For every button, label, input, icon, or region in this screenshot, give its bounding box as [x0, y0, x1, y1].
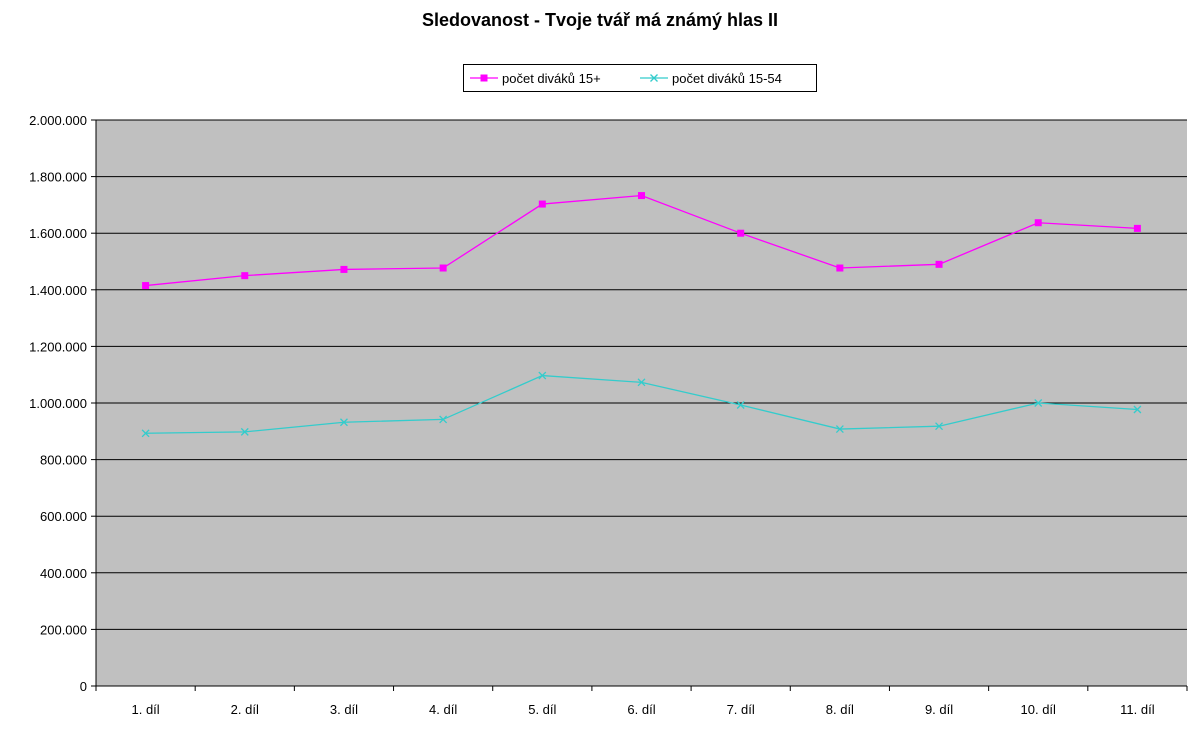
y-tick-label: 1.200.000 — [29, 339, 87, 354]
x-tick-label: 1. díl — [131, 702, 159, 717]
y-tick-label: 800.000 — [40, 453, 87, 468]
chart-title: Sledovanost - Tvoje tvář má známý hlas I… — [421, 10, 779, 30]
legend: počet diváků 15+ počet diváků 15-54 — [463, 64, 817, 92]
y-tick-label: 1.800.000 — [29, 170, 87, 185]
y-tick-label: 600.000 — [40, 509, 87, 524]
data-point-series-2 — [835, 425, 844, 433]
data-point-series-2 — [736, 401, 745, 409]
data-point-series-1 — [935, 260, 943, 268]
data-point-series-2 — [339, 418, 348, 427]
data-point-series-1 — [1133, 224, 1141, 232]
legend-item-2: počet diváků 15-54 — [640, 71, 782, 86]
y-tick-label: 1.600.000 — [29, 226, 87, 241]
data-point-series-2 — [439, 415, 448, 424]
y-tick-labels: 0 200.000 400.000 600.000 800.000 1.000.000 1.… — [29, 113, 87, 694]
x-tick-label: 7. díl — [727, 702, 755, 717]
legend-marker — [650, 74, 658, 82]
legend-label: počet diváků 15-54 — [672, 71, 782, 86]
data-point-series-1 — [241, 272, 249, 280]
data-point-series-1 — [1034, 219, 1042, 227]
x-tick-labels: 1. díl 2. díl 3. díl 4. díl 5. díl 6. díl 7. d… — [131, 702, 1154, 717]
legend-label: počet diváků 15+ — [502, 71, 601, 86]
y-tick-label: 1.400.000 — [29, 283, 87, 298]
y-tick-label: 0 — [80, 679, 87, 694]
x-tick-label: 3. díl — [330, 702, 358, 717]
data-point-series-1 — [439, 264, 447, 272]
y-tick-label: 200.000 — [40, 622, 87, 637]
y-tick-label: 1.000.000 — [29, 396, 87, 411]
legend-marker — [480, 74, 488, 82]
data-point-series-2 — [637, 378, 646, 387]
data-point-series-1 — [737, 229, 745, 237]
data-point-series-1 — [340, 265, 348, 273]
data-point-series-2 — [538, 371, 547, 380]
series-markers — [141, 192, 1142, 438]
data-point-series-2 — [240, 427, 249, 436]
data-point-series-2 — [1034, 399, 1043, 407]
x-tick-label: 5. díl — [528, 702, 556, 717]
x-tick-label: 6. díl — [627, 702, 655, 717]
y-tick-label: 400.000 — [40, 566, 87, 581]
data-point-series-1 — [836, 264, 844, 272]
axes — [91, 119, 1188, 691]
gridlines — [96, 119, 1187, 630]
y-tick-label: 2.000.000 — [29, 113, 87, 128]
data-point-series-2 — [935, 422, 944, 431]
x-tick-label: 11. díl — [1120, 702, 1155, 717]
data-point-series-1 — [142, 282, 150, 290]
x-tick-label: 8. díl — [826, 702, 854, 717]
legend-item-1: počet diváků 15+ — [470, 71, 601, 86]
data-point-series-1 — [538, 200, 546, 208]
data-point-series-2 — [1133, 405, 1142, 414]
x-tick-label: 9. díl — [925, 702, 953, 717]
data-point-series-1 — [638, 192, 645, 200]
data-point-series-2 — [141, 429, 150, 438]
legend-items: počet diváků 15+ počet diváků 15-54 — [470, 71, 782, 86]
x-tick-label: 4. díl — [429, 702, 457, 717]
x-tick-label: 10. díl — [1021, 702, 1057, 717]
x-tick-label: 2. díl — [231, 702, 259, 717]
